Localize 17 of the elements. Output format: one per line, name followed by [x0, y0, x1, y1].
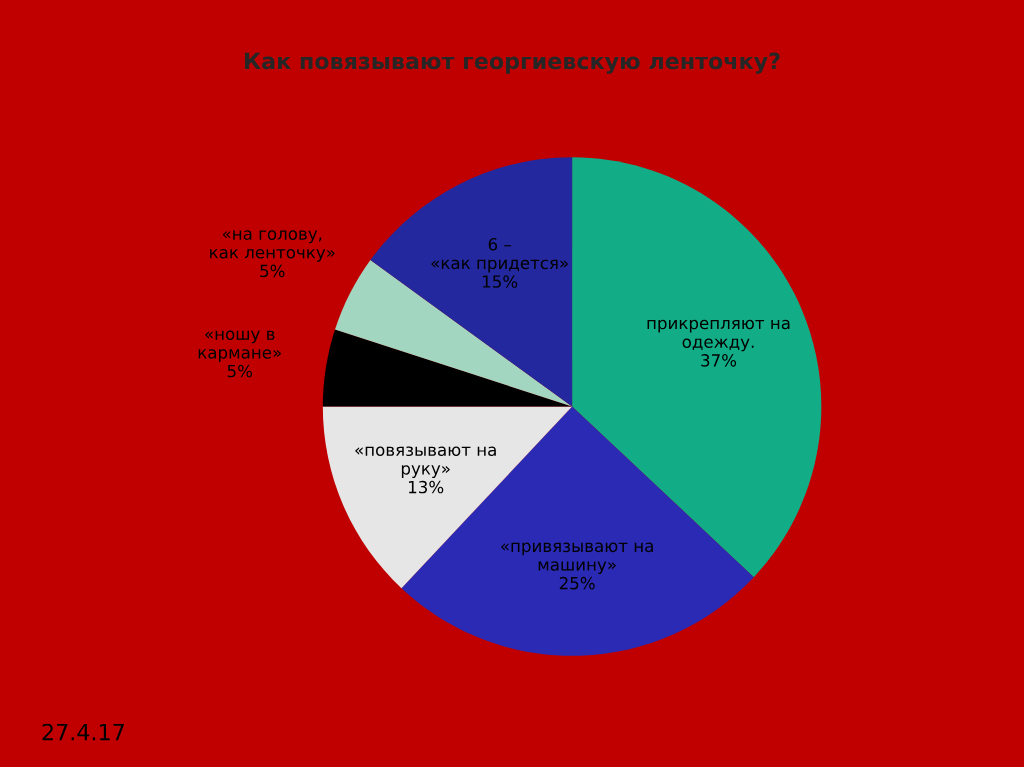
slice-label: «повязывают на руку» [355, 446, 496, 478]
data-label: 25% [559, 576, 595, 590]
data-label: 5% [227, 364, 253, 378]
slice-label: прикрепляют на одежду. [647, 319, 790, 352]
text: 27.4.17 [42, 723, 124, 741]
slice-label: 6 – «как придется» [431, 237, 568, 273]
pie-slice [370, 157, 573, 407]
pie-slice [335, 259, 573, 407]
pie-slice [322, 329, 573, 407]
slice-label: «привязывают на машину» [501, 542, 653, 575]
data-label: 5% [260, 264, 285, 278]
slice-label: «на голову, как ленточку» [210, 230, 335, 262]
chart-title: Как повязывают георгиевскую ленточку? [245, 52, 780, 74]
data-label: 15% [482, 275, 518, 288]
data-label: 37% [701, 354, 737, 367]
slice-label: «ношу в кармане» [198, 330, 281, 362]
data-label: 13% [408, 480, 444, 494]
